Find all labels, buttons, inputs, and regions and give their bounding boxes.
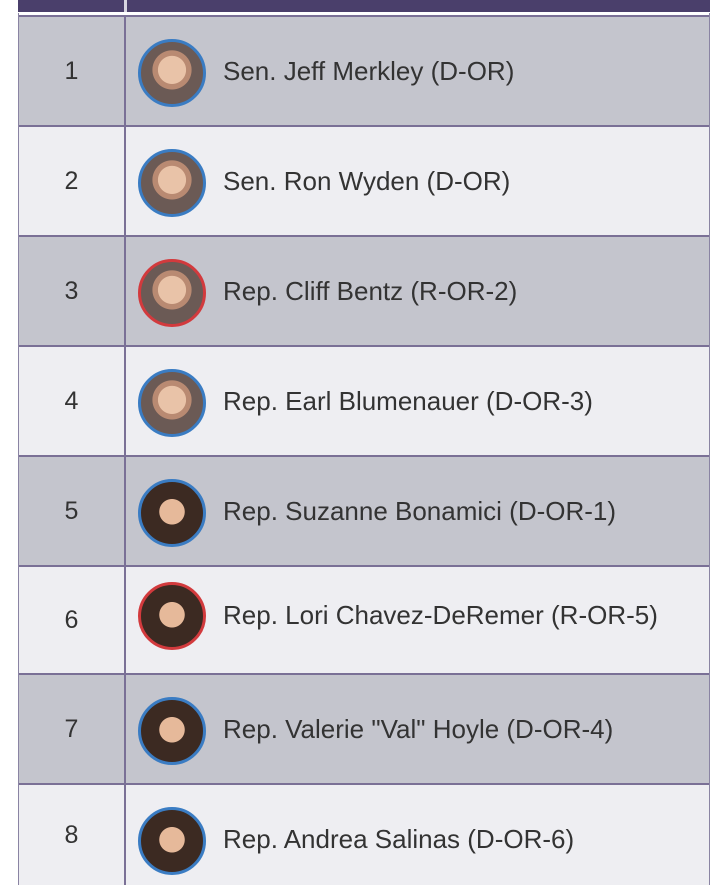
- rank: 7: [19, 675, 126, 783]
- table-row: 7 Rep. Valerie "Val" Hoyle (D-OR-4): [19, 673, 709, 783]
- member-name[interactable]: Rep. Suzanne Bonamici (D-OR-1): [223, 485, 703, 537]
- member-name[interactable]: Rep. Cliff Bentz (R-OR-2): [223, 265, 703, 317]
- avatar[interactable]: [138, 697, 206, 765]
- avatar[interactable]: [138, 807, 206, 875]
- avatar[interactable]: [138, 369, 206, 437]
- rank: 6: [19, 567, 126, 673]
- page: 1 Sen. Jeff Merkley (D-OR) 2 Sen. Ron Wy…: [0, 0, 716, 885]
- avatar[interactable]: [138, 39, 206, 107]
- table-row: 5 Rep. Suzanne Bonamici (D-OR-1): [19, 455, 709, 565]
- avatar[interactable]: [138, 582, 206, 650]
- member-name[interactable]: Rep. Earl Blumenauer (D-OR-3): [223, 375, 703, 427]
- members-table: 1 Sen. Jeff Merkley (D-OR) 2 Sen. Ron Wy…: [18, 13, 710, 885]
- avatar[interactable]: [138, 149, 206, 217]
- rank: 1: [19, 17, 126, 125]
- avatar[interactable]: [138, 479, 206, 547]
- rank: 3: [19, 237, 126, 345]
- table-row: 6 Rep. Lori Chavez-DeRemer (R-OR-5): [19, 565, 709, 673]
- member-name[interactable]: Sen. Jeff Merkley (D-OR): [223, 45, 703, 97]
- avatar[interactable]: [138, 259, 206, 327]
- member-name[interactable]: Rep. Lori Chavez-DeRemer (R-OR-5): [223, 589, 703, 641]
- rank: 4: [19, 347, 126, 455]
- table-row: 1 Sen. Jeff Merkley (D-OR): [19, 15, 709, 125]
- table-row: 8 Rep. Andrea Salinas (D-OR-6): [19, 783, 709, 885]
- table-row: 4 Rep. Earl Blumenauer (D-OR-3): [19, 345, 709, 455]
- member-name[interactable]: Sen. Ron Wyden (D-OR): [223, 155, 703, 207]
- table-row: 2 Sen. Ron Wyden (D-OR): [19, 125, 709, 235]
- rank: 8: [19, 785, 126, 885]
- header-bar: [18, 0, 710, 12]
- rank: 2: [19, 127, 126, 235]
- member-name[interactable]: Rep. Andrea Salinas (D-OR-6): [223, 813, 703, 865]
- rank: 5: [19, 457, 126, 565]
- table-row: 3 Rep. Cliff Bentz (R-OR-2): [19, 235, 709, 345]
- member-name[interactable]: Rep. Valerie "Val" Hoyle (D-OR-4): [223, 703, 703, 755]
